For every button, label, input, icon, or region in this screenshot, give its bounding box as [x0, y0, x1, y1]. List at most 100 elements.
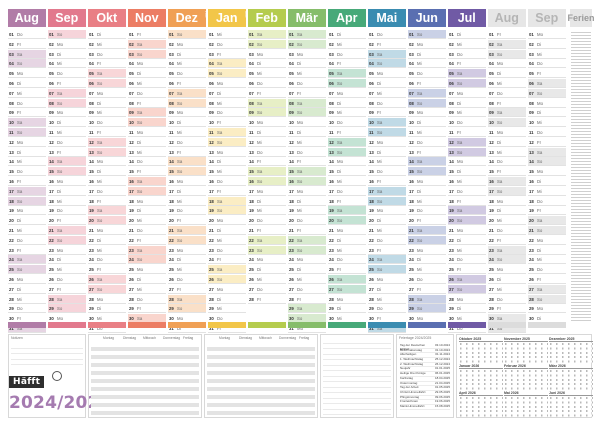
timetable-right: Montag Dienstag Mittwoch Donnerstag Freitag [204, 334, 318, 418]
day-row: 16 Mo [48, 177, 86, 186]
holiday-name: 2. Weihnachtstag [400, 361, 424, 366]
month-column-12: Aug 01 Fr 02 Sa 03 So 04 Mo 05 Di 06 Mi 07 Do 08 Fr 09 Sa 1… [488, 9, 526, 333]
day-row: 04 Di [248, 59, 286, 69]
day-row: 01 So [48, 30, 86, 39]
day-row: 05 Sa [88, 69, 126, 79]
day-row: 19 Di [488, 206, 526, 216]
day-row: 25 Fr [88, 265, 126, 275]
day-row: 02 So [288, 39, 326, 49]
day-row: 17 Do [88, 187, 126, 196]
day-row: 04 Mi [168, 59, 206, 69]
day-row: 02 Mo [408, 40, 446, 49]
day-row: 22 Mo [528, 236, 566, 245]
day-row: 17 Di [48, 187, 86, 196]
notes-box-2 [320, 334, 394, 418]
day-row: 16 So [248, 177, 286, 186]
month-header: Aug [8, 9, 46, 27]
day-row: 31 Sa [368, 324, 406, 333]
day-row: 11 Di [248, 128, 286, 137]
day-row: 20 Di [8, 216, 46, 226]
day-row: 17 So [488, 186, 526, 196]
day-row: 14 Mo [448, 157, 486, 167]
day-row: 18 Fr [448, 197, 486, 206]
holiday-date: 01.05.2025 [434, 385, 450, 390]
day-row: 29 Mo [528, 304, 566, 314]
day-row: 16 Fr [368, 177, 406, 186]
month-column-13: Sep 01 Mo 02 Di 03 Mi 04 Do 05 Fr 06 Sa 07 So 08 Mo 09 Di 1… [528, 9, 566, 330]
day-row: 22 Mi [208, 236, 246, 245]
mini-calendar-title: Oktober 2025 [459, 337, 503, 342]
month-footer [168, 322, 206, 328]
day-row: 25 Mi [168, 265, 206, 275]
day-row: 26 Sa [328, 275, 366, 284]
day-row: 20 So [448, 216, 486, 226]
day-row: 16 Mi [328, 177, 366, 186]
day-row: 22 So [408, 235, 446, 245]
day-row: 26 Do [408, 275, 446, 284]
mini-calendar-title: Juni 2026 [549, 391, 593, 396]
day-row: 09 Sa [128, 108, 166, 118]
day-row: 02 Sa [488, 39, 526, 49]
day-row: 10 Mo [288, 118, 326, 128]
day-row: 14 Fr [248, 157, 286, 167]
holiday-date: 25.12.2024 [434, 357, 450, 362]
day-row: 11 Sa [208, 128, 246, 137]
holiday-date: 01.01.2025 [434, 366, 450, 371]
day-row: 14 Di [208, 157, 246, 167]
day-row: 12 Mi [288, 138, 326, 147]
day-row: 27 Fr [48, 285, 86, 294]
day-row: 03 Mo [248, 50, 286, 59]
day-row: 01 So [408, 30, 446, 39]
day-row: 18 Mi [48, 197, 86, 206]
day-row: 18 Di [248, 197, 286, 206]
day-row: 23 Mo [408, 246, 446, 255]
day-row: 01 Di [88, 30, 126, 39]
day-row: 17 Fr [208, 187, 246, 196]
day-row: 01 Do [8, 30, 46, 39]
day-row: 03 Do [88, 50, 126, 59]
day-row: 04 Fr [448, 59, 486, 69]
day-row: 15 So [408, 167, 446, 177]
day-row: 14 Sa [48, 157, 86, 167]
day-row: 25 Mi [408, 265, 446, 275]
day-row: 10 Fr [208, 118, 246, 128]
month-column-8: Apr 01 Di 02 Mi 03 Do 04 Fr 05 Sa 06 So 07 Mo 08 Di 09 Mi 1… [328, 9, 366, 330]
day-row: 01 Fr [128, 30, 166, 39]
holiday-date: 15.08.2025 [434, 403, 450, 408]
day-row: 07 Di [208, 89, 246, 98]
day-row: 26 Do [168, 275, 206, 284]
holiday-row: Neujahr 01.01.2025 [400, 366, 450, 373]
day-row: 10 So [488, 118, 526, 128]
holiday-row: Ostermontag 21.04.2025 [400, 381, 450, 387]
day-row: 01 Di [328, 30, 366, 39]
day-row: 25 Do [528, 265, 566, 275]
day-row: 26 Di [128, 275, 166, 284]
holiday-row: Reformationstag 31.10.2024 [400, 347, 450, 354]
day-row: 09 Mi [88, 108, 126, 118]
day-row: 17 Do [328, 187, 366, 196]
day-row: 11 Di [288, 128, 326, 137]
day-row: 10 Do [448, 118, 486, 128]
day-row: 19 Sa [328, 206, 366, 216]
day-row: 22 Sa [288, 235, 326, 245]
day-row: 04 Mo [488, 59, 526, 69]
holiday-date: 01.11.2024 [435, 352, 450, 357]
day-row: 02 Fr [8, 40, 46, 49]
day-row: 08 Mi [208, 99, 246, 108]
day-row: 13 Fr [48, 148, 86, 157]
day-row: 06 Mi [128, 79, 166, 88]
day-row: 05 Mo [8, 69, 46, 79]
day-row: 06 So [328, 79, 366, 88]
day-row: 18 Mo [488, 197, 526, 206]
day-row: 02 Mi [328, 40, 366, 49]
day-row: 07 Fr [248, 89, 286, 98]
year-range: 2024/2025 [9, 393, 112, 413]
day-row: 25 Fr [448, 265, 486, 275]
day-row: 24 Fr [208, 255, 246, 265]
holiday-date: 31.10.2024 [434, 347, 450, 352]
month-header: Sep [48, 9, 86, 27]
holiday-name: Tag der Arbeit [400, 385, 419, 390]
day-row: 01 Do [368, 30, 406, 39]
day-row: 27 So [328, 284, 366, 294]
month-column-5: Jan 2025 01 Mi 02 Do 03 Fr 04 Sa 05 So 06 Mo 07 Di 08 Mi 0… [208, 9, 248, 333]
